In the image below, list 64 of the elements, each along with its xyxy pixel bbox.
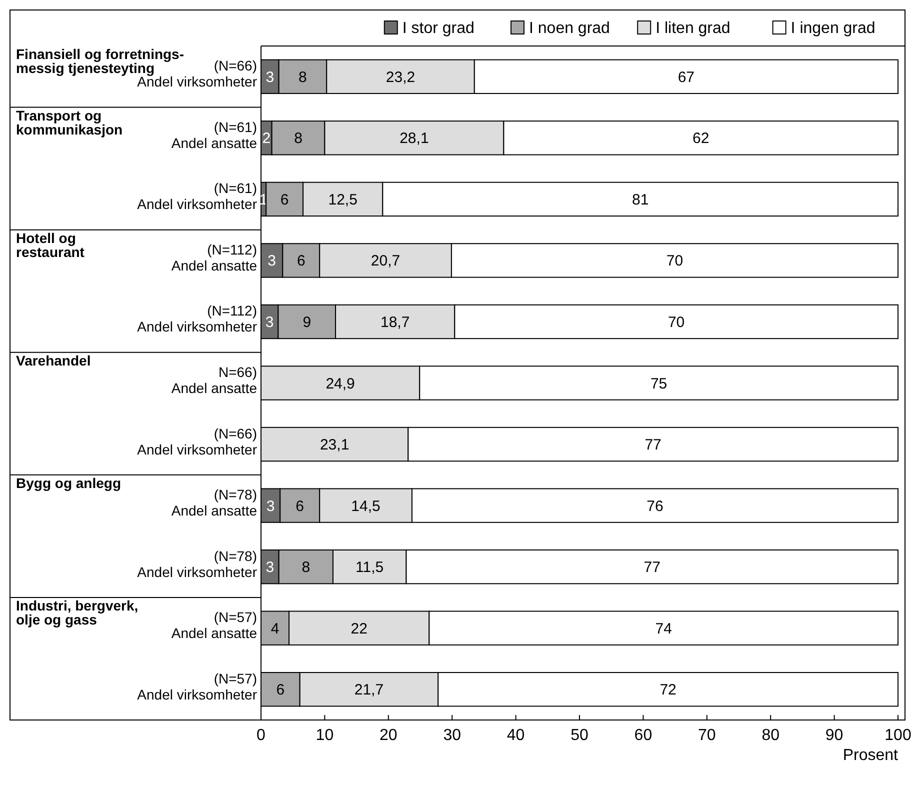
data-label: 18,7 — [380, 314, 410, 331]
y-tick-label: (N=112) Andel virksomheter — [137, 302, 258, 335]
legend-label: I noen grad — [529, 20, 610, 37]
data-label: 8 — [294, 130, 302, 148]
data-label: 76 — [646, 498, 664, 515]
data-label: 8 — [302, 559, 310, 576]
x-tick-label: 50 — [570, 727, 588, 744]
x-tick-label: 80 — [762, 727, 780, 744]
data-label: 77 — [644, 436, 662, 454]
data-label: 6 — [280, 191, 289, 208]
data-label: 9 — [302, 314, 312, 331]
category-label: Industri, bergverk, olje og gass (N=57) Andel ansatte — [16, 597, 257, 642]
data-label: 3 — [268, 252, 276, 270]
y-tick-label: (N=57) Andel virksomheter — [137, 670, 258, 702]
category-label: Varehandel N=66) Andel ansatte — [16, 352, 257, 396]
x-tick-label: 20 — [380, 727, 398, 744]
data-label: 74 — [655, 620, 672, 638]
data-label: 3 — [266, 559, 274, 576]
x-tick-label: 90 — [825, 727, 844, 744]
y-tick-label: (N=66) Andel virksomheter — [137, 425, 258, 458]
x-tick-label: 10 — [316, 727, 334, 744]
x-tick-label: 70 — [698, 727, 716, 744]
data-label: 67 — [678, 68, 695, 86]
data-label: 8 — [298, 68, 307, 86]
data-label: 75 — [650, 375, 668, 392]
data-label: 12,5 — [328, 191, 358, 208]
data-label: 62 — [692, 130, 710, 148]
data-label: 22 — [350, 620, 368, 638]
data-label: 6 — [296, 498, 304, 515]
y-tick-label: (N=61) Andel virksomheter — [137, 180, 258, 212]
x-tick-label: 60 — [634, 727, 652, 744]
x-tick-label: 0 — [256, 727, 266, 744]
data-label: 4 — [270, 620, 280, 638]
category-label: Transport og kommunikasjon (N=61) Andel ansatte — [16, 107, 257, 151]
data-label: 2 — [262, 130, 271, 148]
category-label: Hotell og restaurant (N=112) Andel ansatte — [16, 230, 257, 274]
data-label: 3 — [266, 498, 275, 515]
data-label: 23,1 — [320, 436, 350, 454]
data-label: 21,7 — [354, 682, 384, 699]
data-label: 70 — [668, 314, 685, 331]
legend-label: I ingen grad — [790, 20, 876, 37]
y-tick-label: (N=78) Andel virksomheter — [137, 548, 258, 580]
x-tick-label: 30 — [443, 727, 462, 744]
data-label: 6 — [276, 682, 285, 699]
data-label: 77 — [644, 559, 660, 576]
legend-label: I stor grad — [402, 20, 474, 37]
data-label: 23,2 — [386, 68, 416, 86]
data-label: 72 — [660, 682, 676, 699]
data-label: 3 — [265, 314, 274, 331]
data-label: 6 — [296, 252, 306, 270]
data-label: 24,9 — [326, 375, 355, 392]
data-label: 28,1 — [400, 130, 429, 148]
data-label: 14,5 — [351, 498, 380, 515]
data-label: 11,5 — [356, 559, 384, 576]
category-label: Finansiell og forretnings- messig tjenesteyting (N=66) Andel virksomheter — [16, 46, 257, 90]
x-tick-label: 40 — [506, 727, 525, 744]
legend-label: I liten grad — [656, 20, 730, 37]
category-label: Bygg og anlegg (N=78) Andel ansatte — [16, 474, 257, 519]
data-label: 3 — [266, 68, 274, 86]
data-label: 20,7 — [370, 252, 400, 270]
x-tick-label: 100 — [884, 727, 912, 744]
data-label: 70 — [666, 252, 684, 270]
x-axis-title: Prosent — [842, 747, 899, 764]
data-label: 81 — [632, 191, 649, 208]
